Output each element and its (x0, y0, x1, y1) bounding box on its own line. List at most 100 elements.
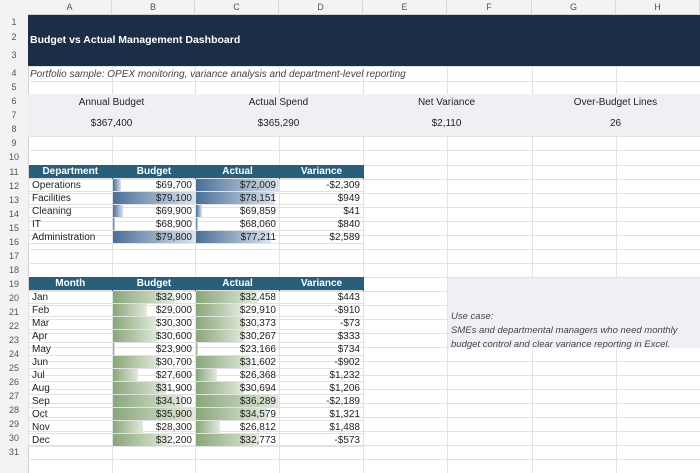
row-header-12[interactable]: 12 (8, 181, 19, 191)
kpi-value-actual-spend[interactable]: $365,290 (257, 118, 300, 129)
budget-cell[interactable]: $68,900 (112, 217, 196, 231)
label-cell[interactable]: Cleaning (28, 204, 113, 218)
row-header-8[interactable]: 8 (11, 124, 17, 134)
row-header-24[interactable]: 24 (8, 349, 19, 359)
header-actual[interactable]: Actual (195, 277, 280, 291)
variance-cell[interactable]: -$2,189 (279, 394, 364, 408)
budget-cell[interactable]: $34,100 (112, 394, 196, 408)
actual-cell[interactable]: $36,289 (195, 394, 280, 408)
label-cell[interactable]: Operations (28, 178, 113, 192)
variance-cell[interactable]: $734 (279, 342, 364, 356)
row-header-17[interactable]: 17 (8, 251, 19, 261)
actual-cell[interactable]: $69,859 (195, 204, 280, 218)
kpi-value-annual-budget[interactable]: $367,400 (90, 118, 133, 129)
column-header-f[interactable]: F (447, 0, 532, 14)
row-header-3[interactable]: 3 (11, 50, 17, 60)
row-header-21[interactable]: 21 (8, 307, 19, 317)
budget-cell[interactable]: $32,200 (112, 433, 196, 447)
column-header-c[interactable]: C (195, 0, 279, 14)
label-cell[interactable]: Mar (28, 316, 113, 330)
actual-cell[interactable]: $78,151 (195, 191, 280, 205)
label-cell[interactable]: Nov (28, 420, 113, 434)
header-variance[interactable]: Variance (279, 165, 364, 179)
budget-cell[interactable]: $79,800 (112, 230, 196, 244)
variance-cell[interactable]: $333 (279, 329, 364, 343)
row-header-10[interactable]: 10 (8, 152, 19, 162)
row-header-1[interactable]: 1 (11, 17, 17, 27)
header-actual[interactable]: Actual (195, 165, 280, 179)
label-cell[interactable]: Aug (28, 381, 113, 395)
label-cell[interactable]: Jan (28, 290, 113, 304)
variance-cell[interactable]: $41 (279, 204, 364, 218)
budget-cell[interactable]: $79,100 (112, 191, 196, 205)
actual-cell[interactable]: $23,166 (195, 342, 280, 356)
actual-cell[interactable]: $26,368 (195, 368, 280, 382)
variance-cell[interactable]: -$573 (279, 433, 364, 447)
row-header-28[interactable]: 28 (8, 405, 19, 415)
variance-cell[interactable]: -$73 (279, 316, 364, 330)
column-header-g[interactable]: G (532, 0, 616, 14)
actual-cell[interactable]: $30,267 (195, 329, 280, 343)
column-header-a[interactable]: A (28, 0, 112, 14)
variance-cell[interactable]: $1,206 (279, 381, 364, 395)
budget-cell[interactable]: $30,600 (112, 329, 196, 343)
variance-cell[interactable]: -$910 (279, 303, 364, 317)
variance-cell[interactable]: $1,321 (279, 407, 364, 421)
row-header-25[interactable]: 25 (8, 363, 19, 373)
actual-cell[interactable]: $30,373 (195, 316, 280, 330)
row-header-4[interactable]: 4 (11, 68, 17, 78)
variance-cell[interactable]: $2,589 (279, 230, 364, 244)
row-header-16[interactable]: 16 (8, 237, 19, 247)
budget-cell[interactable]: $69,900 (112, 204, 196, 218)
header-budget[interactable]: Budget (112, 277, 196, 291)
budget-cell[interactable]: $27,600 (112, 368, 196, 382)
row-header-14[interactable]: 14 (8, 209, 19, 219)
variance-cell[interactable]: $1,232 (279, 368, 364, 382)
row-header-11[interactable]: 11 (9, 167, 19, 177)
column-header-e[interactable]: E (363, 0, 447, 14)
label-cell[interactable]: May (28, 342, 113, 356)
label-cell[interactable]: Oct (28, 407, 113, 421)
variance-cell[interactable]: $840 (279, 217, 364, 231)
header-department[interactable]: Department (28, 165, 113, 179)
row-header-22[interactable]: 22 (8, 321, 19, 331)
row-header-29[interactable]: 29 (8, 419, 19, 429)
variance-cell[interactable]: $443 (279, 290, 364, 304)
row-header-5[interactable]: 5 (11, 82, 17, 92)
header-budget[interactable]: Budget (112, 165, 196, 179)
column-header-b[interactable]: B (112, 0, 195, 14)
row-header-2[interactable]: 2 (11, 32, 17, 42)
label-cell[interactable]: Sep (28, 394, 113, 408)
header-variance[interactable]: Variance (279, 277, 364, 291)
kpi-value-net-variance[interactable]: $2,110 (431, 118, 462, 129)
actual-cell[interactable]: $29,910 (195, 303, 280, 317)
actual-cell[interactable]: $34,579 (195, 407, 280, 421)
label-cell[interactable]: IT (28, 217, 113, 231)
column-header-h[interactable]: H (616, 0, 700, 14)
actual-cell[interactable]: $68,060 (195, 217, 280, 231)
variance-cell[interactable]: $1,488 (279, 420, 364, 434)
header-month[interactable]: Month (28, 277, 113, 291)
row-header-30[interactable]: 30 (8, 433, 19, 443)
row-header-26[interactable]: 26 (8, 377, 19, 387)
actual-cell[interactable]: $31,602 (195, 355, 280, 369)
row-header-23[interactable]: 23 (8, 335, 19, 345)
row-header-13[interactable]: 13 (8, 195, 19, 205)
kpi-value-over-budget-lines[interactable]: 26 (609, 118, 622, 129)
label-cell[interactable]: Apr (28, 329, 113, 343)
label-cell[interactable]: Jun (28, 355, 113, 369)
budget-cell[interactable]: $69,700 (112, 178, 196, 192)
row-header-19[interactable]: 19 (8, 279, 19, 289)
actual-cell[interactable]: $30,694 (195, 381, 280, 395)
row-header-18[interactable]: 18 (8, 265, 19, 275)
variance-cell[interactable]: -$2,309 (279, 178, 364, 192)
actual-cell[interactable]: $32,773 (195, 433, 280, 447)
row-header-7[interactable]: 7 (11, 110, 17, 120)
row-header-6[interactable]: 6 (11, 96, 17, 106)
actual-cell[interactable]: $72,009 (195, 178, 280, 192)
budget-cell[interactable]: $28,300 (112, 420, 196, 434)
label-cell[interactable]: Administration (28, 230, 113, 244)
actual-cell[interactable]: $26,812 (195, 420, 280, 434)
label-cell[interactable]: Feb (28, 303, 113, 317)
budget-cell[interactable]: $35,900 (112, 407, 196, 421)
